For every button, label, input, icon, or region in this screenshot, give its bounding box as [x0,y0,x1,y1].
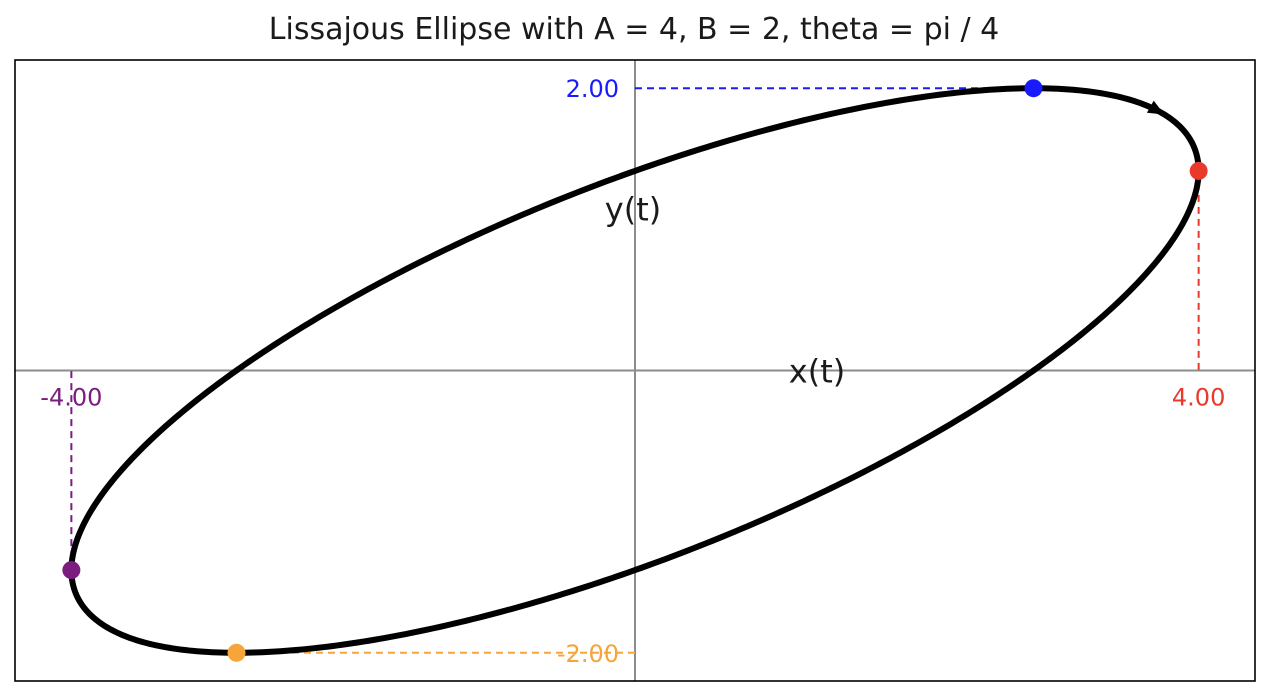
curve-layer [68,85,1202,656]
label-layer: x(t) y(t) 2.00 4.00 -4.00 -2.00 [40,75,1225,668]
min-x-marker [62,561,81,580]
max-y-label: 2.00 [566,75,619,103]
max-x-label: 4.00 [1172,384,1225,412]
min-x-label: -4.00 [40,384,102,412]
axes-layer [15,60,1255,681]
min-y-label: -2.00 [557,640,619,668]
y-axis-label: y(t) [605,191,661,229]
x-axis-label: x(t) [789,353,845,391]
direction-arrow [1146,100,1165,115]
ellipse-curve [68,85,1202,656]
guide-lines [70,87,1200,654]
max-x-marker [1189,161,1208,180]
min-y-marker [227,643,246,662]
marker-layer [62,79,1208,662]
plot-frame [14,59,1256,682]
max-y-marker [1024,79,1043,98]
chart-title: Lissajous Ellipse with A = 4, B = 2, the… [268,12,1000,47]
